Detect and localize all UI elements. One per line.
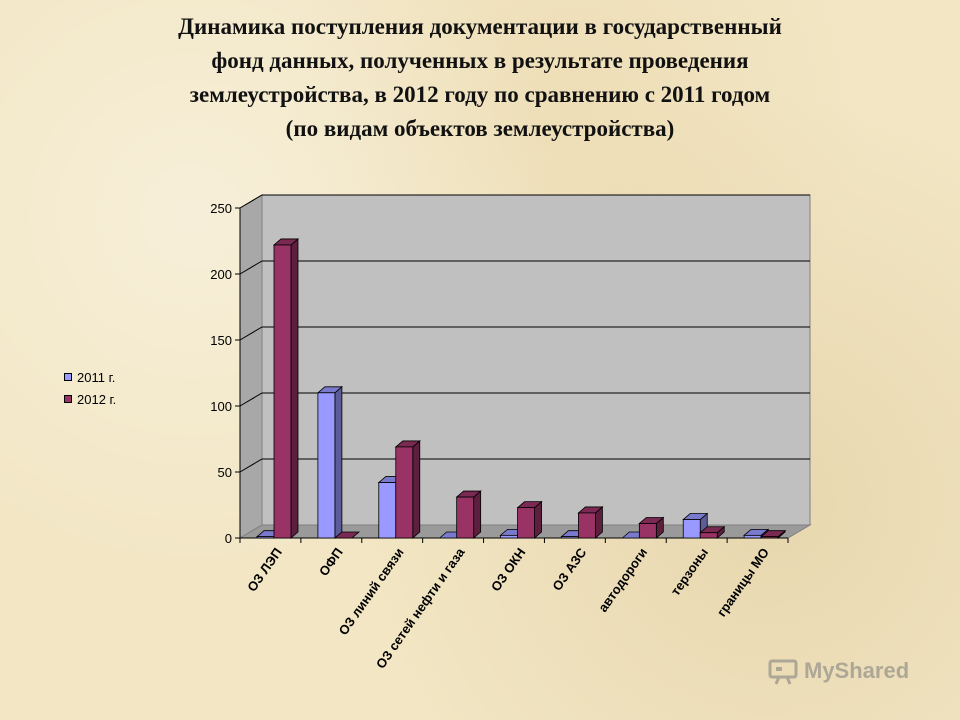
title-line-2: фонд данных, полученных в результате про… [211,48,749,73]
bar-2012 [272,238,300,539]
chart-legend: 2011 г. 2012 г. [64,366,116,410]
bar-2011 [316,385,343,539]
legend-swatch-2011 [64,373,72,381]
gridline [239,326,810,341]
bar-2012 [455,490,482,539]
x-category-label: терзоны [668,545,711,598]
bar-front [456,496,475,539]
y-tick-label: 0 [225,531,232,546]
watermark: MyShared [768,656,909,686]
bar-front [699,532,718,539]
bar-front [561,536,579,539]
bar-2012 [577,506,604,539]
gridline [239,392,810,407]
gridline [239,260,810,275]
x-category-label: автодороги [595,545,650,615]
bar-2012 [516,500,543,539]
slide-title: Динамика поступления документации в госу… [40,10,920,146]
y-tick-label: 150 [210,333,232,348]
bar-side [290,238,299,539]
plot-side-wall [239,194,263,539]
bar-front [317,392,336,539]
y-tick-label: 250 [210,201,232,216]
bar-front [743,534,762,539]
x-category-label: границы МО [714,545,772,619]
bar-front [256,536,275,539]
bar-2012 [699,525,726,539]
title-line-1: Динамика поступления документации в госу… [178,14,782,39]
title-line-3: землеустройства, в 2012 году по сравнени… [189,82,771,107]
bar-2012 [333,531,360,539]
bar-top [333,531,360,539]
bar-front [517,507,535,539]
bar-2012 [760,529,787,539]
bar-side [334,385,343,539]
bar-front [638,523,657,539]
bar-front [395,446,414,539]
y-tick-label: 100 [210,399,232,414]
gridline [239,458,810,473]
projector-icon [768,659,798,685]
x-category-label: ОЗ линий связи [336,545,407,638]
y-tick-label: 50 [218,465,232,480]
legend-item-2011: 2011 г. [64,366,116,388]
watermark-text: MyShared [804,658,910,683]
bar-front [378,482,397,539]
x-category-label: ОЗ АЗС [549,545,589,594]
x-category-label: ОЗ ЛЭП [244,545,285,594]
x-category-label: ОЗ ОКН [488,545,529,594]
legend-item-2012: 2012 г. [64,388,116,410]
bar-front [760,536,779,539]
y-tick-label: 200 [210,267,232,282]
bar-side [412,440,421,539]
bar-front [578,512,596,539]
gridline [239,194,810,209]
bar-front [500,534,518,539]
plot-back-wall [261,194,811,526]
bar-side [473,490,482,539]
legend-label-2011: 2011 г. [77,369,116,385]
bar-2012 [394,440,421,539]
bar-front [273,244,292,539]
legend-swatch-2012 [64,395,72,403]
bar-2012 [638,516,665,539]
bar-front [682,519,701,539]
legend-label-2012: 2012 г. [77,391,117,407]
title-line-4: (по видам объектов землеустройства) [285,116,675,141]
x-category-label: ОФП [316,545,346,579]
